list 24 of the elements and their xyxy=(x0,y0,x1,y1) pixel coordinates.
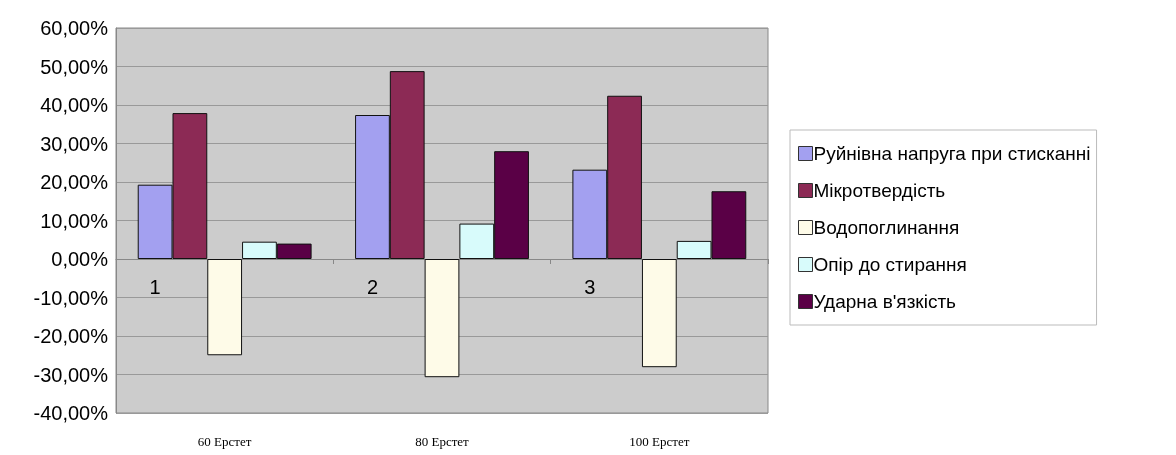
legend-label: Водопоглинання xyxy=(813,217,960,238)
y-tick-label: 0,00% xyxy=(51,248,109,270)
legend-label: Мікротвердість xyxy=(813,180,946,201)
bar xyxy=(207,259,243,356)
y-tick-label: -20,00% xyxy=(33,325,109,347)
x-tick-label: 60 Ерстет xyxy=(197,434,252,449)
annotation: 3 xyxy=(584,275,596,298)
y-tick-label: -10,00% xyxy=(33,286,109,309)
y-tick-label: 30,00% xyxy=(40,132,109,155)
y-tick-label: -30,00% xyxy=(33,363,109,386)
y-tick-label: 40,00% xyxy=(40,94,109,116)
y-tick-label: 60,00% xyxy=(40,17,109,39)
legend-label: Ударна в'язкість xyxy=(813,291,957,312)
y-tick-label: 10,00% xyxy=(40,209,109,232)
legend-label: Руйнівна напруга при стисканні xyxy=(813,143,1091,164)
y-tick-label: -40,00% xyxy=(33,402,109,424)
annotation: 1 xyxy=(149,275,161,298)
x-tick-label: 100 Ерстет xyxy=(629,434,690,449)
x-tick-label: 80 Ерстет xyxy=(415,434,470,449)
bar xyxy=(641,259,677,368)
legend-label: Опір до стирання xyxy=(813,254,967,275)
y-tick-label: 20,00% xyxy=(40,171,109,193)
annotation: 2 xyxy=(366,275,379,298)
y-tick-label: 50,00% xyxy=(40,55,109,78)
